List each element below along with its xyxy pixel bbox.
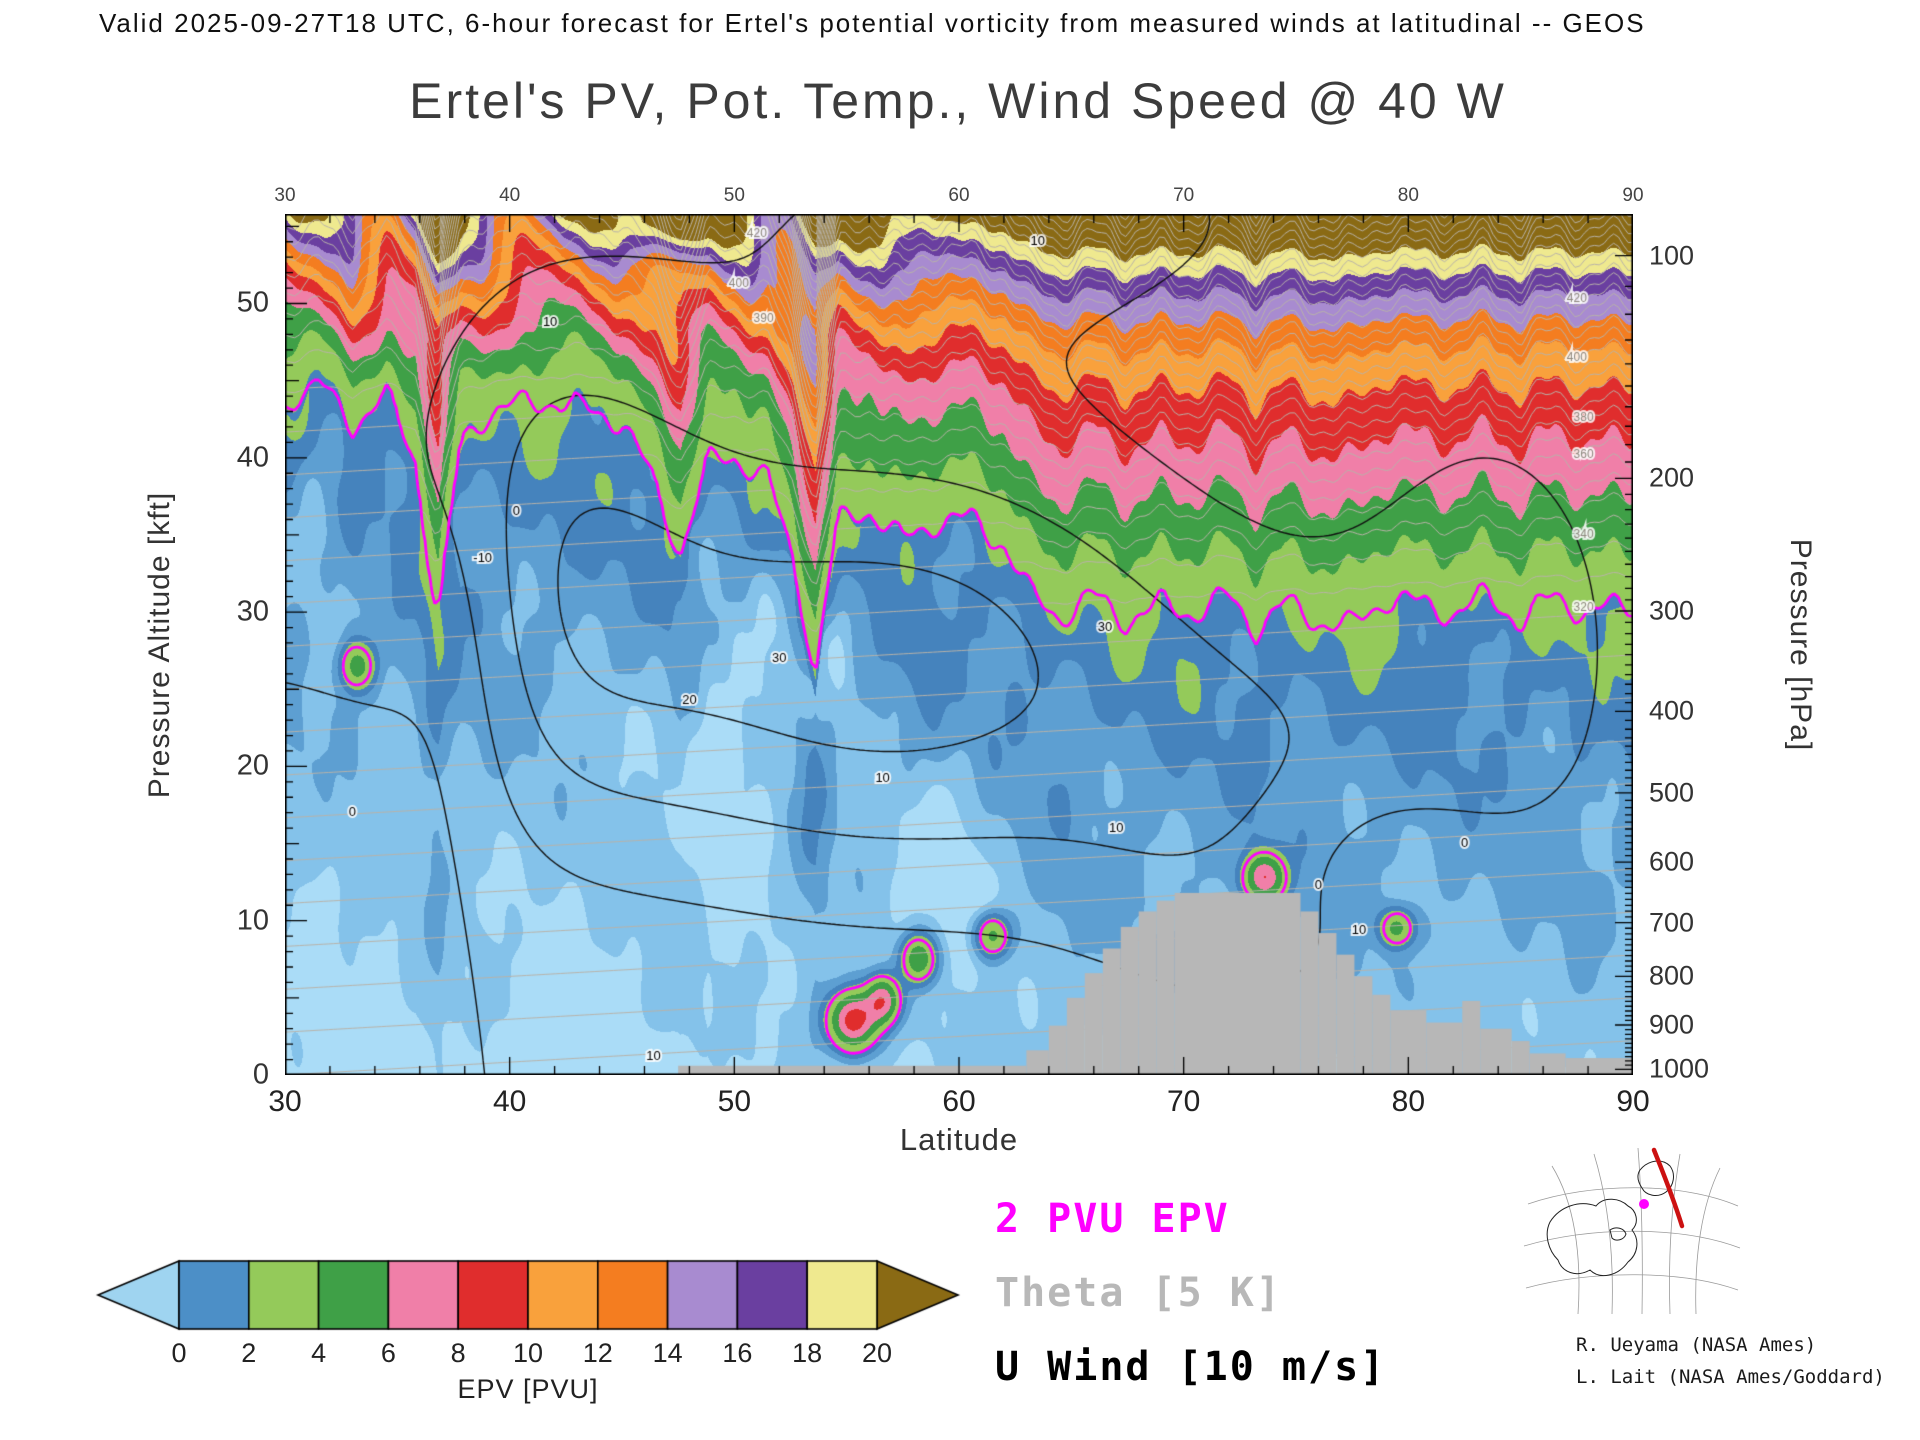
x-axis-label: Latitude (899, 1122, 1019, 1157)
cross-section-plot (285, 214, 1633, 1075)
x-tick-label-top: 30 (274, 185, 296, 206)
x-tick-label: 30 (268, 1085, 302, 1118)
valid-time-line: Valid 2025-09-27T18 UTC, 6-hour forecast… (99, 8, 1646, 38)
colorbar-tick-label: 0 (171, 1338, 187, 1368)
epv-colorbar (80, 1256, 980, 1334)
x-tick-label: 50 (717, 1085, 752, 1118)
y-tick-label-hpa: 1000 (1649, 1053, 1710, 1084)
y-tick-label-kft: 50 (236, 286, 269, 319)
legend-uwind: U Wind [10 m/s] (995, 1344, 1387, 1390)
legend-epv-contour: 2 PVU EPV (995, 1196, 1230, 1242)
y-tick-label-hpa: 900 (1649, 1009, 1695, 1040)
y-tick-label-kft: 40 (236, 441, 269, 474)
y-tick-label-hpa: 300 (1649, 595, 1695, 626)
x-tick-label: 80 (1391, 1085, 1426, 1118)
x-tick-label-top: 80 (1397, 185, 1419, 206)
y-tick-label-hpa: 200 (1649, 462, 1695, 493)
y-tick-label-hpa: 700 (1649, 907, 1695, 938)
location-map-inset (1523, 1147, 1741, 1315)
map-graticule (1523, 1147, 1741, 1315)
colorbar-tick-label: 2 (241, 1338, 257, 1368)
y-tick-label-hpa: 100 (1649, 240, 1695, 271)
map-meridian-40w-line (1651, 1147, 1685, 1229)
colorbar-tick-label: 6 (380, 1338, 396, 1368)
x-tick-label-top: 90 (1622, 185, 1644, 206)
y-tick-label-hpa: 600 (1649, 846, 1695, 877)
y-tick-label-kft: 10 (236, 904, 269, 937)
plot-title: Ertel's PV, Pot. Temp., Wind Speed @ 40 … (409, 73, 1507, 129)
x-tick-label: 60 (942, 1085, 976, 1118)
x-tick-label-top: 40 (499, 185, 521, 206)
y-tick-label-kft: 20 (236, 749, 269, 782)
x-tick-label-top: 60 (948, 185, 970, 206)
colorbar-tick-label: 4 (311, 1338, 327, 1368)
credit-line-2: L. Lait (NASA Ames/Goddard) (1576, 1366, 1885, 1388)
y-tick-label-kft: 30 (236, 595, 269, 628)
legend-theta: Theta [5 K] (995, 1270, 1282, 1316)
y-tick-label-hpa: 500 (1649, 777, 1695, 808)
colorbar-tick-label: 16 (722, 1338, 753, 1368)
y-tick-label-hpa: 400 (1649, 695, 1695, 726)
y-axis-label-left: Pressure Altitude [kft] (143, 491, 176, 799)
x-tick-label: 70 (1166, 1085, 1201, 1118)
y-tick-label-hpa: 800 (1649, 960, 1695, 991)
x-tick-label-top: 50 (723, 185, 745, 206)
map-location-marker (1639, 1199, 1649, 1209)
colorbar-tick-label: 18 (792, 1338, 823, 1368)
colorbar-tick-label: 20 (861, 1338, 893, 1368)
colorbar-tick-label: 12 (582, 1338, 613, 1368)
y-tick-label-kft: 0 (252, 1058, 269, 1091)
colorbar-tick-label: 14 (652, 1338, 683, 1368)
x-tick-label: 90 (1616, 1085, 1650, 1118)
colorbar-label: EPV [PVU] (457, 1374, 599, 1404)
y-axis-label-right: Pressure [hPa] (1784, 538, 1817, 752)
colorbar-tick-label: 8 (450, 1338, 466, 1368)
x-tick-label-top: 70 (1173, 185, 1195, 206)
colorbar-tick-label: 10 (512, 1338, 544, 1368)
map-coastlines (1546, 1160, 1674, 1277)
credit-line-1: R. Ueyama (NASA Ames) (1576, 1334, 1817, 1356)
x-tick-label: 40 (492, 1085, 527, 1118)
